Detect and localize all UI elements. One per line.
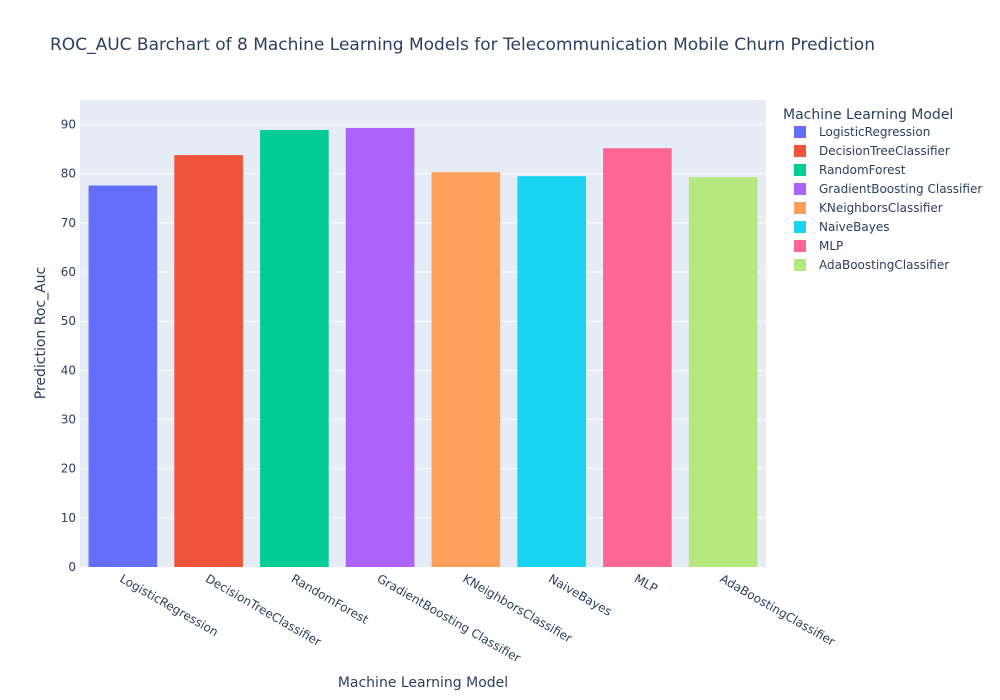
bars bbox=[88, 128, 758, 568]
legend-swatch bbox=[794, 202, 806, 214]
bar-logisticregression bbox=[88, 185, 158, 568]
x-axis-ticks: LogisticRegressionDecisionTreeClassifier… bbox=[117, 571, 837, 665]
legend-swatch bbox=[794, 183, 806, 195]
x-tick-label: MLP bbox=[632, 571, 660, 595]
y-tick-label: 60 bbox=[61, 265, 76, 279]
y-axis-ticks: 0 10 20 30 40 50 60 70 80 90 bbox=[61, 118, 76, 574]
legend-item-label: MLP bbox=[819, 239, 843, 253]
bar-kneighborsclassifier bbox=[431, 172, 501, 568]
y-tick-label: 30 bbox=[61, 413, 76, 427]
y-tick-label: 10 bbox=[61, 511, 76, 525]
y-tick-label: 40 bbox=[61, 363, 76, 377]
y-tick-label: 80 bbox=[61, 167, 76, 181]
legend-item-label: DecisionTreeClassifier bbox=[819, 144, 950, 158]
legend-item-label: RandomForest bbox=[819, 163, 906, 177]
legend-swatch bbox=[794, 221, 806, 233]
y-tick-label: 90 bbox=[61, 118, 76, 132]
legend-item-label: AdaBoostingClassifier bbox=[819, 258, 949, 272]
legend-title: Machine Learning Model bbox=[783, 107, 953, 123]
x-tick-label: GradientBoosting Classifier bbox=[375, 571, 523, 665]
y-tick-label: 20 bbox=[61, 462, 76, 476]
y-tick-label: 0 bbox=[68, 560, 76, 574]
bar-mlp bbox=[603, 148, 672, 567]
y-tick-label: 50 bbox=[61, 314, 76, 328]
x-tick-label: AdaBoostingClassifier bbox=[718, 571, 838, 648]
chart-title: ROC_AUC Barchart of 8 Machine Learning M… bbox=[50, 35, 875, 55]
x-axis-title: Machine Learning Model bbox=[338, 675, 508, 691]
y-axis-title: Prediction Roc_Auc bbox=[33, 267, 49, 400]
bar-gradientboosting-classifier bbox=[345, 128, 415, 567]
legend-swatch bbox=[794, 240, 806, 252]
legend: Machine Learning Model LogisticRegressio… bbox=[783, 107, 982, 272]
bar-naivebayes bbox=[517, 176, 586, 567]
bar-decisiontreeclassifier bbox=[174, 155, 243, 568]
legend-swatch bbox=[794, 164, 806, 176]
legend-item-label: NaiveBayes bbox=[819, 220, 889, 234]
x-tick-label: NaiveBayes bbox=[546, 571, 614, 618]
bar-randomforest bbox=[260, 129, 329, 567]
legend-item-label: GradientBoosting Classifier bbox=[819, 182, 982, 196]
x-tick-label: RandomForest bbox=[289, 571, 371, 627]
legend-item-label: LogisticRegression bbox=[819, 125, 930, 139]
bar-adaboostingclassifier bbox=[688, 177, 758, 567]
y-tick-label: 70 bbox=[61, 216, 76, 230]
legend-item-label: KNeighborsClassifier bbox=[819, 201, 943, 215]
legend-swatch bbox=[794, 259, 806, 271]
legend-swatch bbox=[794, 126, 806, 138]
legend-swatch bbox=[794, 145, 806, 157]
